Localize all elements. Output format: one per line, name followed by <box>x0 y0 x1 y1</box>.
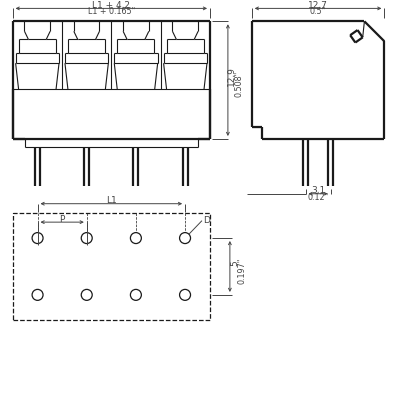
Text: 3,1: 3,1 <box>311 186 325 195</box>
Text: L1 + 4,2: L1 + 4,2 <box>92 1 130 10</box>
Bar <box>13 213 210 320</box>
Text: P: P <box>60 215 65 224</box>
Text: 0.508": 0.508" <box>234 71 243 97</box>
Text: L1: L1 <box>106 196 117 205</box>
Text: 12,9: 12,9 <box>228 66 236 86</box>
Text: 0.12": 0.12" <box>307 193 329 202</box>
Text: L1 + 0.165": L1 + 0.165" <box>88 7 135 16</box>
Text: 0.5": 0.5" <box>310 7 326 16</box>
Text: 5: 5 <box>230 261 239 266</box>
Text: 12,7: 12,7 <box>308 1 328 10</box>
Text: 0.197": 0.197" <box>237 257 246 284</box>
Text: D: D <box>203 216 210 225</box>
